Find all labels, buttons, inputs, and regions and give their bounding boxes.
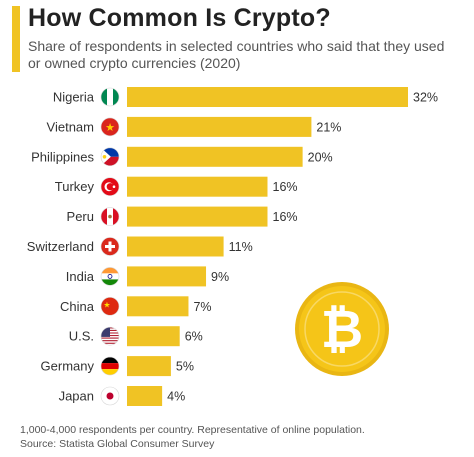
china-flag-icon: ★ xyxy=(100,296,120,316)
value-label-japan: 4% xyxy=(167,390,185,404)
bar-turkey xyxy=(127,176,268,197)
footnote: 1,000-4,000 respondents per country. Rep… xyxy=(20,423,365,451)
bar-switzerland xyxy=(127,236,224,257)
value-label-nigeria: 32% xyxy=(413,91,438,105)
category-label-germany: Germany xyxy=(41,359,95,374)
bar-row-china: China ★ 7% xyxy=(60,296,212,317)
value-label-india: 9% xyxy=(211,270,229,284)
value-label-u-s: 6% xyxy=(185,330,203,344)
germany-flag-icon xyxy=(100,356,120,376)
bar-row-nigeria: Nigeria 32% xyxy=(53,87,438,107)
value-label-peru: 16% xyxy=(273,210,298,224)
bar-u-s xyxy=(127,326,180,347)
value-label-germany: 5% xyxy=(176,360,194,374)
bar-row-turkey: Turkey 16% xyxy=(55,176,298,197)
bar-vietnam xyxy=(127,116,312,137)
bar-peru xyxy=(127,206,268,227)
footnote-note: 1,000-4,000 respondents per country. Rep… xyxy=(20,424,365,436)
turkey-flag-icon xyxy=(100,177,120,196)
bar-row-switzerland: Switzerland 11% xyxy=(27,236,253,257)
category-label-vietnam: Vietnam xyxy=(47,119,94,134)
switzerland-flag-icon xyxy=(100,237,120,256)
category-label-turkey: Turkey xyxy=(55,179,95,194)
value-label-turkey: 16% xyxy=(273,180,298,194)
value-label-vietnam: 21% xyxy=(316,120,341,134)
bar-row-vietnam: Vietnam ★ 21% xyxy=(47,116,341,137)
svg-text:₿: ₿ xyxy=(321,300,363,360)
value-label-china: 7% xyxy=(193,300,211,314)
bar-china xyxy=(127,296,189,317)
category-label-philippines: Philippines xyxy=(31,149,94,164)
peru-flag-icon xyxy=(100,207,120,226)
bar-india xyxy=(127,266,207,287)
bar-germany xyxy=(127,356,171,377)
nigeria-flag-icon xyxy=(100,87,120,107)
bar-japan xyxy=(127,386,163,406)
footnote-source: Source: Statista Global Consumer Survey xyxy=(20,438,215,450)
svg-text:★: ★ xyxy=(105,121,115,134)
india-flag-icon xyxy=(100,267,120,286)
value-label-philippines: 20% xyxy=(308,150,333,164)
bar-philippines xyxy=(127,146,303,167)
philippines-flag-icon xyxy=(100,147,120,167)
category-label-china: China xyxy=(60,299,95,314)
us-flag-icon xyxy=(100,326,120,346)
bar-row-philippines: Philippines 20% xyxy=(31,146,333,167)
vietnam-flag-icon: ★ xyxy=(100,117,120,137)
japan-flag-icon xyxy=(100,386,120,406)
category-label-japan: Japan xyxy=(59,389,94,404)
bar-row-germany: Germany 5% xyxy=(41,356,194,377)
category-label-nigeria: Nigeria xyxy=(53,90,95,105)
chart-subtitle: Share of respondents in selected countri… xyxy=(28,38,445,71)
bar-nigeria xyxy=(127,87,408,107)
value-label-switzerland: 11% xyxy=(229,240,253,254)
bar-row-peru: Peru 16% xyxy=(67,206,298,227)
category-label-switzerland: Switzerland xyxy=(27,239,94,254)
category-label-u-s: U.S. xyxy=(69,329,94,344)
bar-row-india: India 9% xyxy=(66,266,229,287)
chart-title: How Common Is Crypto? xyxy=(28,4,331,32)
bitcoin-coin-icon: ₿ xyxy=(295,282,389,376)
category-label-peru: Peru xyxy=(67,209,94,224)
title-accent-bar xyxy=(12,6,20,72)
category-label-india: India xyxy=(66,269,95,284)
bar-row-japan: Japan 4% xyxy=(59,386,185,406)
bar-row-u-s: U.S. 6% xyxy=(69,326,203,347)
svg-text:★: ★ xyxy=(103,300,110,309)
